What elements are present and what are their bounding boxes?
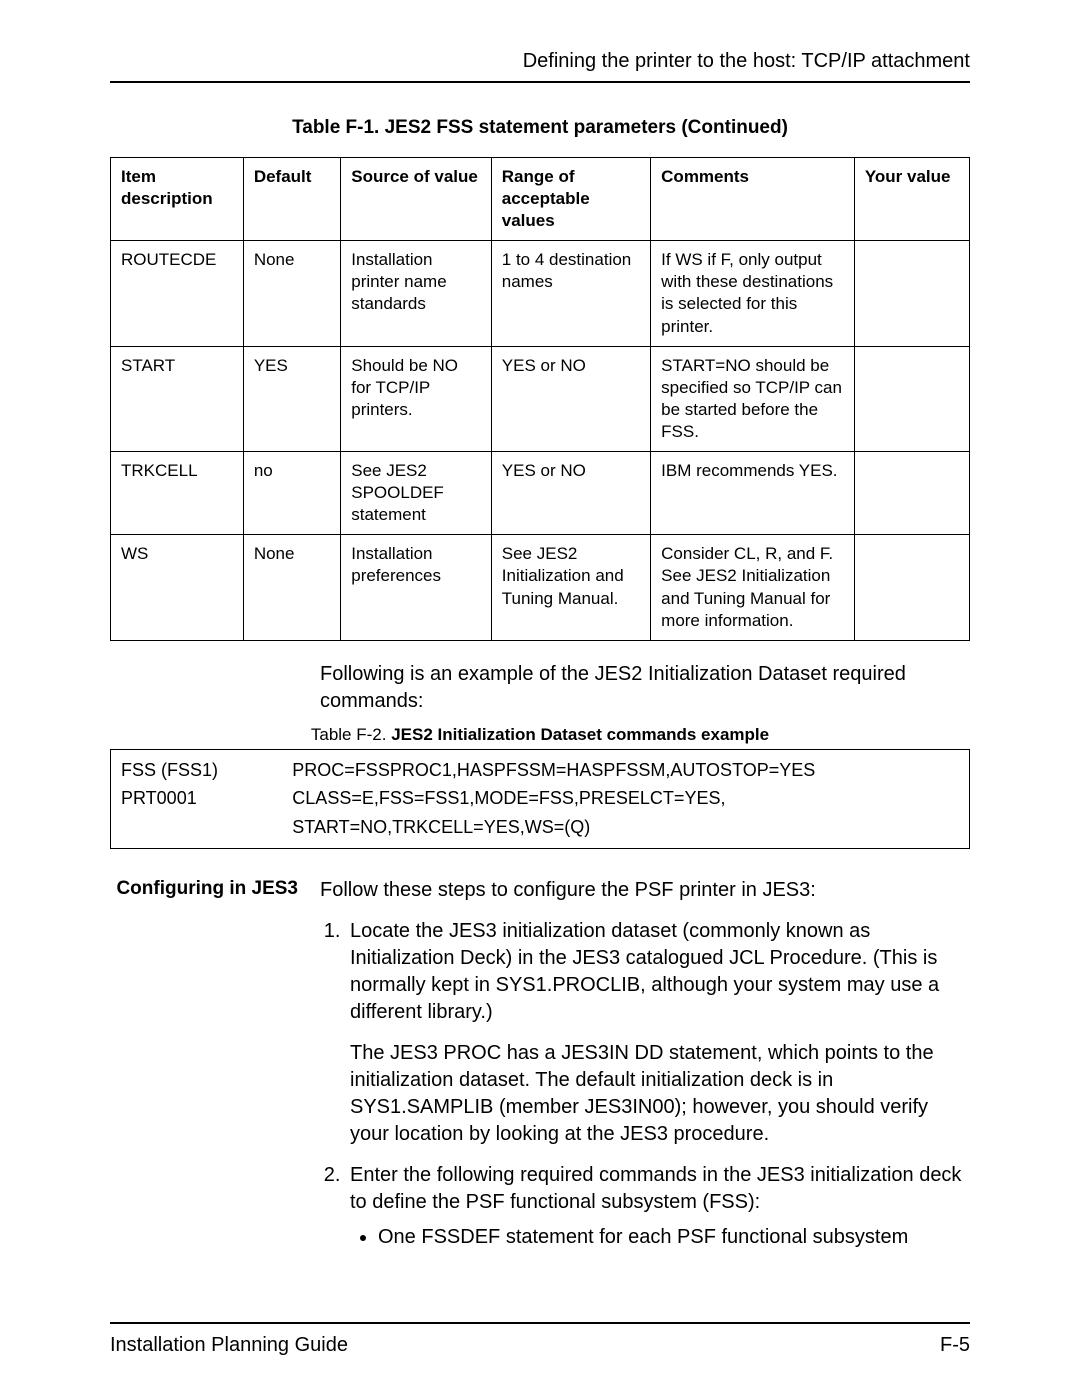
step2-intro: Enter the following required commands in… [350,1164,961,1213]
cell-range: 1 to 4 destination names [491,241,650,346]
table-row: WS None Installation preferences See JES… [111,535,970,640]
cell-your [854,241,969,346]
cell-comments: IBM recommends YES. [651,452,855,535]
cell-range: See JES2 Initialization and Tuning Manua… [491,535,650,640]
footer-right: F-5 [940,1334,970,1357]
cell-item: START [111,346,244,451]
cmd-value-line: CLASS=E,FSS=FSS1,MODE=FSS,PRESELCT=YES, [292,784,959,813]
parameters-table: Item description Default Source of value… [110,157,970,641]
footer-left: Installation Planning Guide [110,1334,348,1357]
cell-source: Should be NO for TCP/IP printers. [341,346,492,451]
cmd-value: PROC=FSSPROC1,HASPFSSM=HASPFSSM,AUTOSTOP… [282,749,969,848]
step2-bullet-1: One FSSDEF statement for each PSF functi… [378,1224,970,1251]
cell-default: no [243,452,340,535]
table-row: FSS (FSS1) PRT0001 PROC=FSSPROC1,HASPFSS… [111,749,970,848]
steps-list: Locate the JES3 initialization dataset (… [320,918,970,1251]
table2-title-bold: JES2 Initialization Dataset commands exa… [391,725,769,744]
intro-paragraph: Following is an example of the JES2 Init… [320,661,970,715]
step1-p2: The JES3 PROC has a JES3IN DD statement,… [350,1040,970,1148]
col-your: Your value [854,158,969,241]
cmd-label: FSS (FSS1) PRT0001 [111,749,283,848]
section-body: Follow these steps to configure the PSF … [320,877,970,1265]
table2-title-prefix: Table F-2. [311,725,391,744]
table2-title: Table F-2. JES2 Initialization Dataset c… [110,725,970,745]
cmd-label-line: FSS (FSS1) [121,756,272,785]
col-range: Range of acceptable values [491,158,650,241]
table-header-row: Item description Default Source of value… [111,158,970,241]
cell-your [854,346,969,451]
commands-table: FSS (FSS1) PRT0001 PROC=FSSPROC1,HASPFSS… [110,749,970,849]
cell-default: None [243,241,340,346]
step2-bullets: One FSSDEF statement for each PSF functi… [350,1224,970,1251]
cell-range: YES or NO [491,346,650,451]
top-rule [110,81,970,83]
section-label: Configuring in JES3 [110,877,320,1265]
cell-comments: If WS if F, only output with these desti… [651,241,855,346]
col-comments: Comments [651,158,855,241]
step-2: Enter the following required commands in… [346,1162,970,1251]
cell-your [854,535,969,640]
step-1: Locate the JES3 initialization dataset (… [346,918,970,1148]
table-row: TRKCELL no See JES2 SPOOLDEF statement Y… [111,452,970,535]
cmd-value-line: START=NO,TRKCELL=YES,WS=(Q) [292,813,959,842]
running-head: Defining the printer to the host: TCP/IP… [110,50,970,73]
col-source: Source of value [341,158,492,241]
col-default: Default [243,158,340,241]
cmd-label-line: PRT0001 [121,784,272,813]
section-intro: Follow these steps to configure the PSF … [320,877,970,904]
page-footer: Installation Planning Guide F-5 [110,1322,970,1357]
cell-comments: START=NO should be specified so TCP/IP c… [651,346,855,451]
cell-range: YES or NO [491,452,650,535]
cell-item: TRKCELL [111,452,244,535]
cell-comments: Consider CL, R, and F. See JES2 Initiali… [651,535,855,640]
section-configuring-jes3: Configuring in JES3 Follow these steps t… [110,877,970,1265]
cell-default: None [243,535,340,640]
cell-default: YES [243,346,340,451]
cell-source: Installation preferences [341,535,492,640]
table-row: ROUTECDE None Installation printer name … [111,241,970,346]
step1-p1: Locate the JES3 initialization dataset (… [350,920,939,1023]
cell-item: WS [111,535,244,640]
cell-source: See JES2 SPOOLDEF statement [341,452,492,535]
table-row: START YES Should be NO for TCP/IP printe… [111,346,970,451]
cell-your [854,452,969,535]
cmd-value-line: PROC=FSSPROC1,HASPFSSM=HASPFSSM,AUTOSTOP… [292,756,959,785]
table1-title: Table F-1. JES2 FSS statement parameters… [110,117,970,139]
page: Defining the printer to the host: TCP/IP… [0,0,1080,1397]
cell-source: Installation printer name standards [341,241,492,346]
col-item: Item description [111,158,244,241]
cell-item: ROUTECDE [111,241,244,346]
